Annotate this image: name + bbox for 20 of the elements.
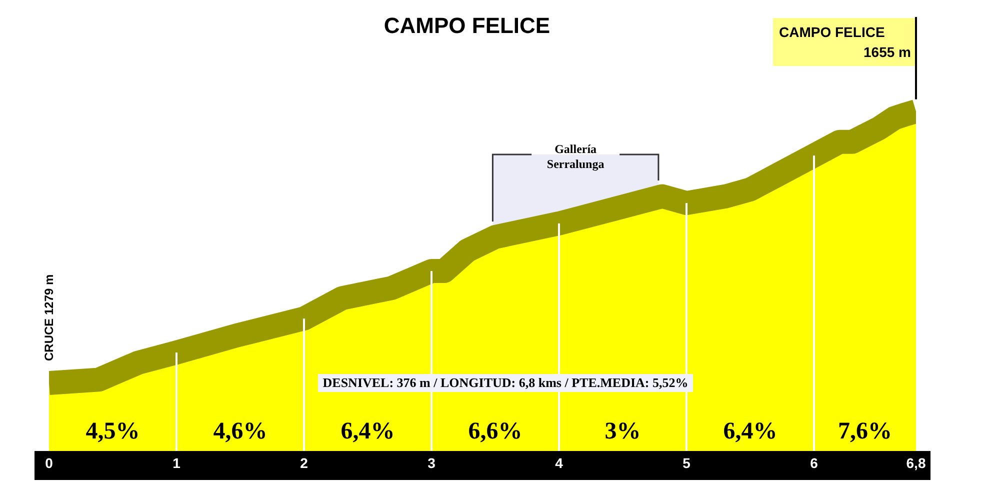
x-tick-label: 3 [428,454,436,471]
annotation: 7,6% [838,418,892,446]
x-tick-label: 5 [682,454,691,471]
annotation: 6,4% [723,418,778,446]
band-label: Gallería Serralunga [546,142,604,172]
annotation: 6,4% [340,418,395,446]
annotation: CRUCE 1279 m [42,274,56,362]
x-tick-label: 6,8 [906,454,926,471]
annotation: 4,5% [86,418,140,446]
x-tick-label: 4 [555,454,564,471]
x-tick-label: 0 [45,454,54,471]
x-tick-label: 6 [810,454,818,471]
annotation: DESNIVEL: 376 m / LONGITUD: 6,8 kms / PTE.MEDIA: 5,52% [318,374,694,392]
annotation: 6,6% [468,418,522,446]
annotation: 4,6% [213,418,268,446]
annotation: 3% [604,418,641,446]
text: CAMPO FELICE 1655 m [779,23,911,62]
chart-title: CAMPO FELICE [382,13,552,39]
x-tick-label: 1 [172,454,181,471]
x-tick-label: 2 [300,454,308,471]
